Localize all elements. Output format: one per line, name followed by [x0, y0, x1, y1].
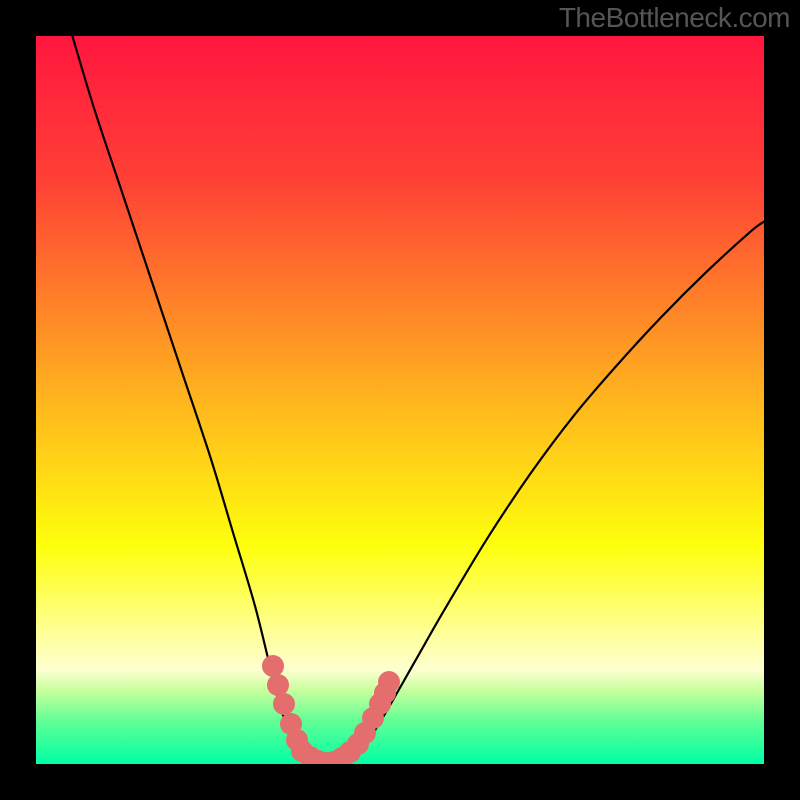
chart-root: TheBottleneck.com [0, 0, 800, 800]
plot-area [36, 36, 764, 764]
highlight-marker [378, 671, 400, 693]
watermark-text: TheBottleneck.com [559, 2, 790, 34]
highlight-marker [273, 693, 295, 715]
highlight-marker [262, 655, 284, 677]
bottleneck-curve [36, 36, 764, 764]
